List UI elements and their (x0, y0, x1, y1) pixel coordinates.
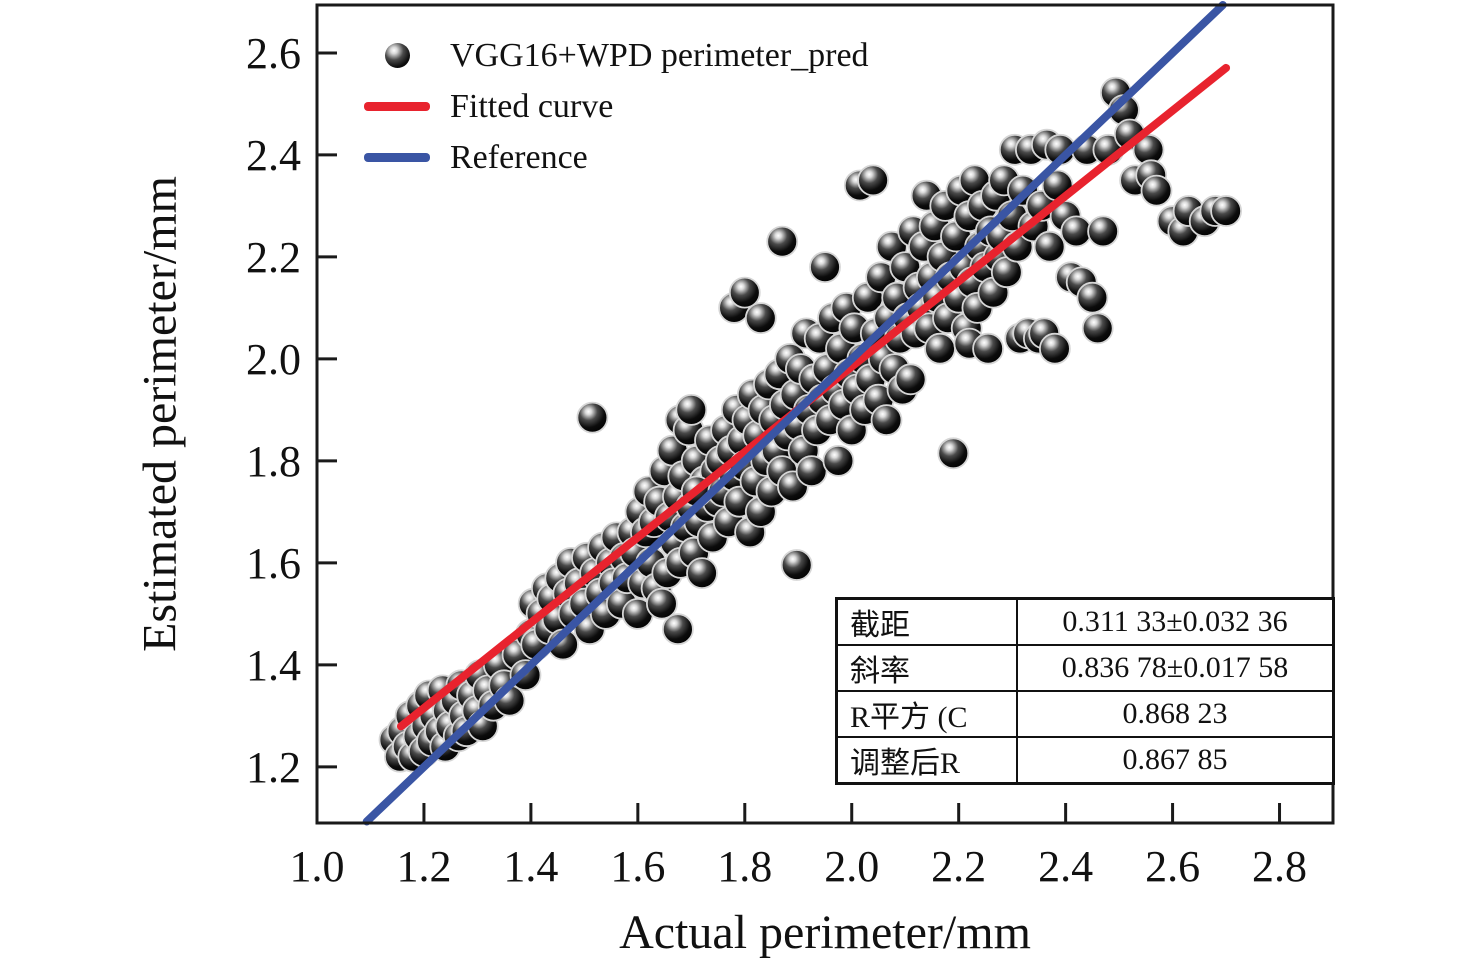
legend-item-scatter: VGG16+WPD perimeter_pred (358, 30, 869, 81)
y-tick-label: 1.4 (246, 641, 301, 690)
data-point (894, 363, 927, 396)
fitted-line-icon (364, 102, 430, 111)
stat-value: 0.868 23 (1016, 690, 1335, 738)
stat-label: 斜率 (835, 644, 1018, 692)
data-point (870, 404, 903, 437)
x-tick-label: 2.4 (1038, 842, 1093, 891)
x-tick-label: 2.0 (824, 842, 879, 891)
x-tick-label: 1.4 (503, 842, 558, 891)
x-axis-title: Actual perimeter/mm (619, 906, 1031, 959)
legend-label-scatter: VGG16+WPD perimeter_pred (450, 36, 869, 74)
x-tick-label: 1.2 (396, 842, 451, 891)
stat-value: 0.836 78±0.017 58 (1016, 644, 1335, 692)
reference-line (362, 1, 1227, 826)
data-point (1140, 174, 1173, 207)
y-tick-label: 2.4 (246, 131, 301, 180)
data-point (822, 444, 855, 477)
data-point (576, 401, 609, 434)
y-tick-label: 1.6 (246, 539, 301, 588)
y-tick-label: 1.8 (246, 437, 301, 486)
stat-label: 调整后R (835, 736, 1018, 785)
data-point (1081, 312, 1114, 345)
legend-label-reference: Reference (450, 138, 588, 176)
data-point (1210, 195, 1242, 227)
data-point (972, 332, 1004, 365)
data-point (857, 164, 889, 197)
scatter-marker-icon (384, 43, 410, 68)
data-point (686, 557, 718, 589)
data-point (795, 455, 828, 488)
data-point (728, 276, 761, 309)
data-point (809, 251, 841, 284)
table-row: 截距 0.311 33±0.032 36 (835, 597, 1335, 646)
stats-table: 截距 0.311 33±0.032 36 斜率 0.836 78±0.017 5… (835, 597, 1335, 785)
data-point (662, 613, 694, 646)
stat-value: 0.311 33±0.032 36 (1016, 597, 1335, 646)
x-tick-label: 2.8 (1252, 842, 1307, 891)
stat-label: R平方 (C (835, 690, 1018, 738)
y-tick-label: 2.6 (246, 29, 301, 78)
legend-item-reference: Reference (358, 132, 869, 183)
reference-line-icon (364, 153, 430, 162)
x-tick-label: 1.0 (290, 842, 345, 891)
data-point (1087, 215, 1119, 248)
x-tick-label: 1.6 (610, 842, 665, 891)
table-row: R平方 (C 0.868 23 (835, 690, 1335, 738)
data-point (924, 332, 956, 365)
data-point (1039, 332, 1071, 365)
y-tick-label: 2.0 (246, 335, 301, 384)
data-point (1060, 215, 1093, 248)
y-tick-label: 2.2 (246, 233, 301, 282)
stat-value: 0.867 85 (1016, 736, 1335, 785)
data-point (675, 393, 708, 426)
data-point (646, 587, 678, 620)
x-tick-label: 1.8 (717, 842, 772, 891)
data-point (937, 437, 970, 470)
plot-border (315, 3, 1335, 825)
data-point (744, 302, 777, 335)
table-row: 斜率 0.836 78±0.017 58 (835, 644, 1335, 692)
data-point (780, 549, 813, 581)
x-tick-label: 2.6 (1145, 842, 1200, 891)
data-point (1033, 230, 1066, 263)
legend-label-fitted: Fitted curve (450, 87, 614, 125)
data-point (1076, 281, 1109, 314)
legend: VGG16+WPD perimeter_pred Fitted curve Re… (358, 30, 869, 183)
x-tick-label: 2.2 (931, 842, 986, 891)
table-row: 调整后R 0.867 85 (835, 736, 1335, 785)
data-point (766, 225, 799, 258)
stat-label: 截距 (835, 597, 1018, 646)
legend-item-fitted: Fitted curve (358, 81, 869, 132)
y-axis-title: Estimated perimeter/mm (133, 176, 187, 652)
y-tick-label: 1.2 (246, 743, 301, 792)
